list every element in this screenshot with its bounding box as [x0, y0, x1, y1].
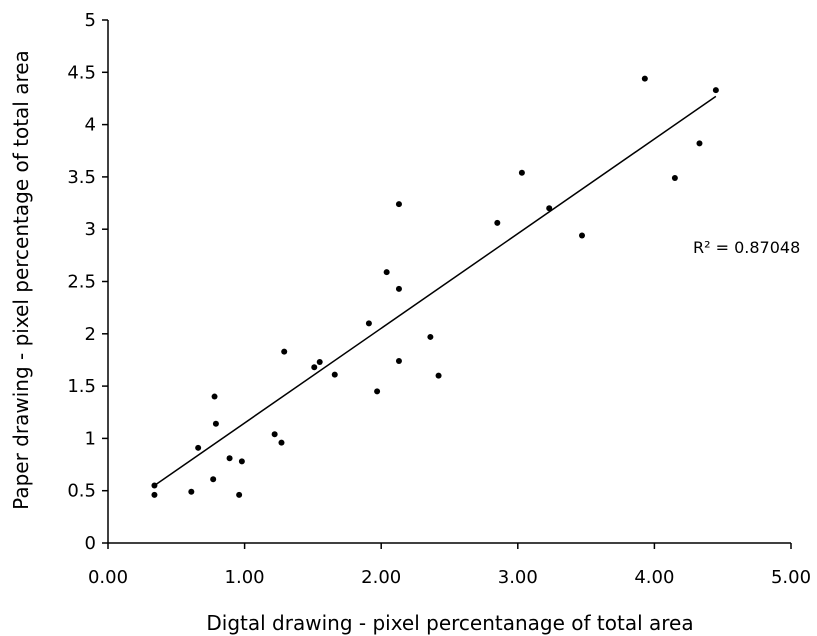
x-tick-label: 3.00	[498, 567, 538, 588]
data-point	[518, 169, 525, 176]
data-point	[395, 285, 402, 292]
data-point	[316, 359, 323, 366]
y-tick-label: 1	[85, 428, 96, 449]
data-point	[435, 372, 442, 379]
data-point	[226, 455, 233, 462]
data-point	[696, 140, 703, 147]
x-axis-title: Digtal drawing - pixel percentanage of t…	[206, 611, 693, 635]
r-squared-annotation: R² = 0.87048	[693, 238, 800, 257]
y-axis-title: Paper drawing - pixel percentage of tota…	[9, 50, 33, 510]
x-tick-label: 2.00	[361, 567, 401, 588]
data-point	[427, 333, 434, 340]
data-point	[395, 201, 402, 208]
data-point	[278, 439, 285, 446]
x-tick-label: 1.00	[225, 567, 265, 588]
data-point	[331, 371, 338, 378]
data-point	[188, 488, 195, 495]
y-tick-label: 1.5	[67, 376, 96, 397]
data-point	[383, 269, 390, 276]
data-point	[365, 320, 372, 327]
data-point	[494, 219, 501, 226]
data-point	[395, 357, 402, 364]
y-tick-label: 3.5	[67, 167, 96, 188]
y-tick-label: 4.5	[67, 62, 96, 83]
x-tick-label: 5.00	[771, 567, 811, 588]
data-point	[374, 388, 381, 395]
data-points	[151, 75, 719, 498]
data-point	[712, 87, 719, 94]
data-point	[271, 431, 278, 438]
y-tick-label: 2.5	[67, 272, 96, 293]
data-point	[195, 444, 202, 451]
data-point	[211, 393, 218, 400]
y-tick-label: 0.5	[67, 481, 96, 502]
y-tick-label: 3	[85, 219, 96, 240]
data-point	[311, 364, 318, 371]
y-tick-label: 5	[85, 10, 96, 31]
data-point	[579, 232, 586, 239]
trendline	[154, 95, 717, 487]
data-point	[151, 491, 158, 498]
data-point	[671, 174, 678, 181]
data-point	[236, 491, 243, 498]
y-tick-label: 0	[85, 533, 96, 554]
data-point	[641, 75, 648, 82]
data-point	[281, 348, 288, 355]
data-point	[210, 476, 217, 483]
data-point	[238, 458, 245, 465]
data-point	[212, 420, 219, 427]
x-tick-label: 0.00	[88, 567, 128, 588]
data-point	[546, 205, 553, 212]
x-tick-label: 4.00	[634, 567, 674, 588]
x-axis-ticks: 0.00 1.00 2.00 3.00 4.00 5.00	[88, 543, 811, 588]
y-tick-label: 4	[85, 115, 96, 136]
y-tick-label: 2	[85, 324, 96, 345]
y-axis-ticks: 0 0.5 1 1.5 2 2.5 3 3.5 4 4.5 5	[67, 10, 108, 554]
data-point	[151, 482, 158, 489]
